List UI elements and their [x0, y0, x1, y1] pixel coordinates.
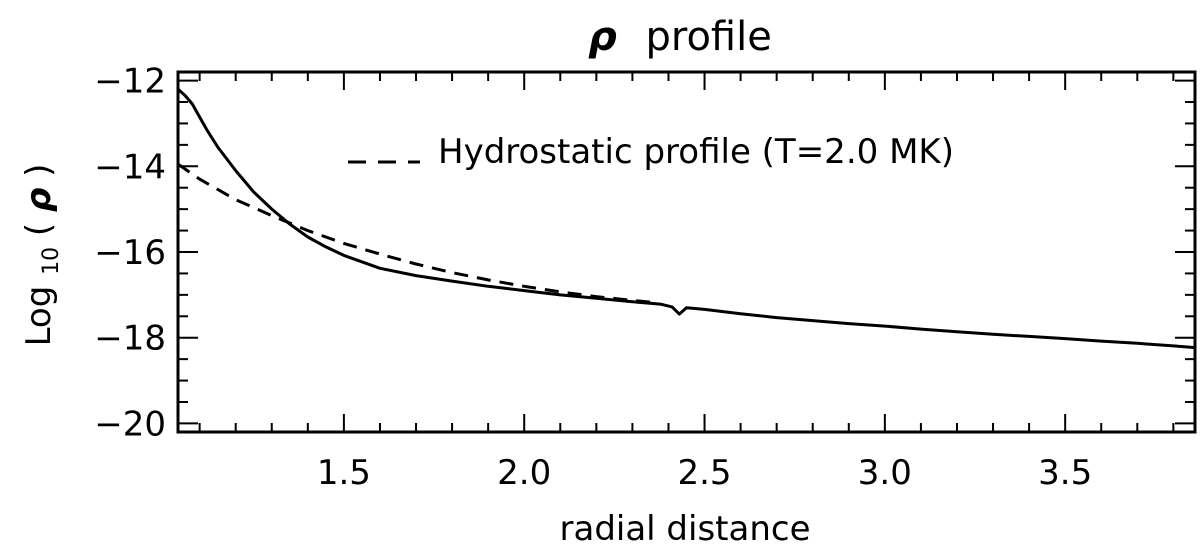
chart-title: ρ profile	[588, 14, 772, 60]
y-tick-label: −14	[94, 147, 166, 187]
axis-tick-labels: 1.5 2.0 2.5 3.0 3.5 −20 −18 −16 −14 −12	[94, 62, 1092, 493]
x-tick-label: 2.0	[497, 453, 551, 493]
y-axis-label: Log 10 ( ρ )	[19, 164, 67, 347]
x-tick-label: 3.0	[858, 453, 912, 493]
plot-frame	[176, 70, 1197, 434]
x-tick-label: 1.5	[317, 453, 371, 493]
y-axis-label-symbol: ρ	[19, 188, 59, 212]
legend: Hydrostatic profile (T=2.0 MK)	[348, 132, 954, 172]
series-layer	[176, 87, 1196, 350]
axis-ticks	[178, 72, 1195, 432]
chart-title-text: profile	[646, 14, 772, 60]
hydrostatic-profile-line	[177, 162, 651, 304]
x-tick-label: 3.5	[1038, 453, 1092, 493]
y-axis-label-subscript: 10	[39, 247, 64, 275]
legend-label: Hydrostatic profile (T=2.0 MK)	[438, 132, 954, 172]
y-tick-label: −18	[94, 319, 166, 359]
y-axis-label-open: (	[19, 223, 59, 236]
chart-title-symbol: ρ	[588, 14, 617, 60]
x-axis-label: radial distance	[560, 509, 811, 548]
y-tick-label: −16	[94, 233, 166, 273]
y-tick-label: −20	[94, 404, 166, 444]
y-axis-label-close: )	[19, 164, 59, 177]
y-axis-label-prefix: Log	[19, 286, 59, 347]
x-tick-label: 2.5	[677, 453, 731, 493]
y-tick-label: −12	[94, 62, 166, 102]
rho-profile-line	[176, 87, 1196, 350]
